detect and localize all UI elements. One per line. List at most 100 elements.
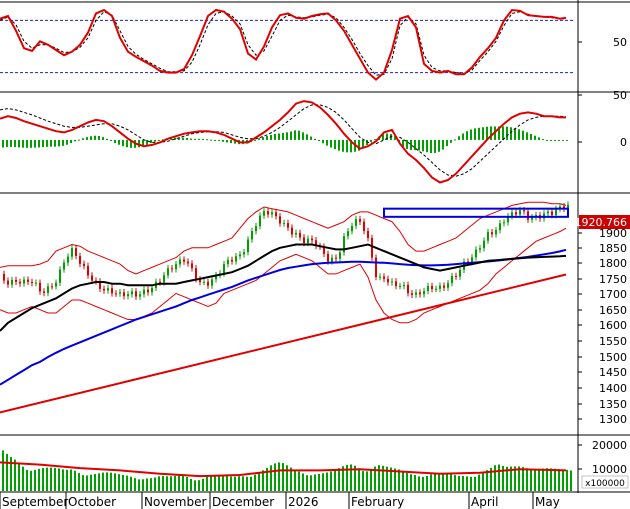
volume-bar (162, 475, 164, 491)
macd-histogram-bar (426, 139, 428, 153)
candle-body (107, 288, 109, 291)
y-tick-label: 1300 (599, 413, 627, 426)
volume-bar (426, 475, 428, 491)
volume-bar (206, 476, 208, 491)
macd-histogram-bar (158, 139, 160, 141)
macd-histogram-bar (566, 139, 568, 141)
long-moving-average-line (0, 273, 567, 414)
volume-bar (358, 468, 360, 491)
candle-body (7, 280, 9, 285)
candle-body (103, 288, 105, 291)
candle-body (459, 269, 461, 277)
macd-histogram-bar (146, 139, 148, 145)
volume-bar (458, 475, 460, 491)
macd-histogram-bar (110, 139, 112, 142)
candle-body (471, 257, 473, 263)
candle-body (75, 248, 77, 257)
y-tick-label: 1750 (599, 273, 627, 286)
macd-histogram-bar (338, 139, 340, 151)
macd-histogram-bar (258, 138, 260, 140)
candle-body (19, 281, 21, 284)
macd-histogram-bar (414, 139, 416, 151)
candle-body (203, 281, 205, 283)
y-tick-label: 1850 (599, 242, 627, 255)
volume-bar (418, 476, 420, 491)
macd-histogram-bar (290, 131, 292, 140)
volume-bar (286, 465, 288, 491)
macd-histogram-bar (22, 139, 24, 148)
macd-histogram-bar (446, 139, 448, 147)
macd-histogram-bar (350, 139, 352, 153)
y-tick-label: 0 (620, 136, 627, 149)
candle-body (99, 281, 101, 289)
volume-bar (210, 475, 212, 491)
candle-body (31, 281, 33, 284)
candle-body (375, 257, 377, 277)
macd-histogram-bar (106, 138, 108, 140)
macd-histogram-bar (114, 139, 116, 144)
volume-bar (502, 466, 504, 491)
macd-histogram-bar (558, 139, 560, 141)
candle-body (407, 284, 409, 294)
volume-bar (174, 475, 176, 491)
candle-body (503, 222, 505, 224)
candle-body (135, 291, 137, 297)
volume-bar (518, 466, 520, 491)
volume-bar (78, 473, 80, 491)
volume-bar (366, 471, 368, 491)
volume-bar (238, 476, 240, 491)
macd-histogram-bar (226, 139, 228, 143)
macd-histogram-bar (86, 137, 88, 140)
volume-bar (2, 450, 4, 491)
volume-bar (110, 472, 112, 491)
macd-histogram-bar (498, 126, 500, 140)
candle-body (499, 223, 501, 231)
volume-bar (178, 475, 180, 491)
candle-body (287, 223, 289, 228)
macd-histogram-bar (162, 139, 164, 141)
y-tick-label: 50 (613, 89, 627, 102)
volume-bar (122, 474, 124, 491)
macd-histogram-bar (410, 139, 412, 151)
candle-body (115, 293, 117, 295)
price-panel: 1900 1850 1800 1750 1700 1650 1600 1550 1500 1450… (0, 201, 630, 426)
macd-histogram-bar (330, 139, 332, 148)
candle-body (415, 292, 417, 295)
volume-bar (530, 470, 532, 491)
macd-histogram-bar (266, 135, 268, 140)
macd-histogram-bar (294, 130, 296, 140)
macd-histogram-bar (150, 139, 152, 144)
volume-bar (62, 469, 64, 491)
y-tick-label: 10000 (592, 463, 627, 476)
candle-body (139, 294, 141, 297)
candle-body (279, 216, 281, 224)
last-price-label: 1920.766 (575, 216, 628, 229)
short-moving-average-line (0, 243, 567, 332)
candle-body (327, 253, 329, 262)
volume-bar (430, 474, 432, 491)
volume-bar (374, 466, 376, 491)
volume-bar (370, 469, 372, 491)
candle-body (163, 275, 165, 283)
macd-histogram-bar (198, 138, 200, 140)
candle-body (35, 282, 37, 284)
macd-histogram-bar (326, 139, 328, 146)
candle-body (15, 279, 17, 282)
candle-body (351, 225, 353, 232)
volume-bar (450, 473, 452, 491)
macd-histogram-bar (206, 139, 208, 141)
candle-body (307, 238, 309, 244)
volume-bar (102, 472, 104, 491)
volume-bar (466, 476, 468, 491)
volume-bar (198, 480, 200, 491)
volume-bar (362, 471, 364, 491)
volume-bar (22, 466, 24, 491)
x-tick-label: September (2, 495, 68, 509)
macd-histogram-bar (18, 139, 20, 148)
volume-bar (270, 465, 272, 491)
volume-bar (274, 463, 276, 491)
macd-histogram-bar (222, 139, 224, 142)
macd-histogram-bar (126, 139, 128, 148)
macd-histogram-bar (34, 139, 36, 148)
